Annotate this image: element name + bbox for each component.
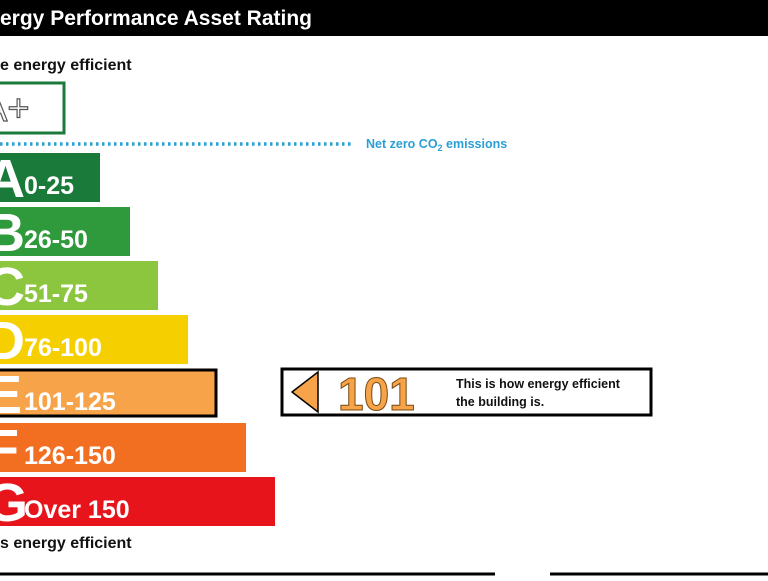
band-letter: F: [0, 419, 19, 479]
band: [0, 368, 218, 418]
band-range: 126-150: [24, 442, 116, 470]
band-letter: A: [0, 149, 25, 209]
band: [0, 207, 130, 256]
rating-arrow: [290, 370, 319, 414]
rating-box: [280, 367, 653, 417]
band-letter: G: [0, 473, 28, 533]
band: [0, 423, 246, 472]
band: [0, 315, 188, 364]
band: [0, 477, 275, 526]
band-letter: B: [0, 203, 25, 263]
band: [0, 261, 158, 310]
band-range: Over 150: [24, 496, 130, 524]
net-zero-sub: 2: [438, 143, 443, 153]
title-bar: [0, 0, 768, 36]
a-plus-letter: A+: [0, 88, 30, 130]
rating-text: This is how energy efficient: [456, 377, 621, 391]
band-range: 101-125: [24, 388, 116, 416]
rating-value: 101: [338, 368, 415, 420]
net-zero-label: Net zero CO2 emissions: [366, 137, 507, 153]
band-letter: E: [0, 365, 22, 425]
net-zero-text: emissions: [443, 137, 508, 151]
rating-text: the building is.: [456, 395, 544, 409]
band-range: 51-75: [24, 280, 88, 308]
bottom-label: s energy efficient: [0, 535, 132, 552]
band-letter: D: [0, 311, 25, 371]
band: [0, 153, 100, 202]
net-zero-text: Net zero CO: [366, 137, 438, 151]
top-label: e energy efficient: [0, 57, 132, 74]
band-range: 0-25: [24, 172, 74, 200]
band-range: 26-50: [24, 226, 88, 254]
band-range: 76-100: [24, 334, 102, 362]
a-plus-box: [0, 81, 66, 135]
band-letter: C: [0, 257, 25, 317]
title: ergy Performance Asset Rating: [0, 7, 312, 30]
